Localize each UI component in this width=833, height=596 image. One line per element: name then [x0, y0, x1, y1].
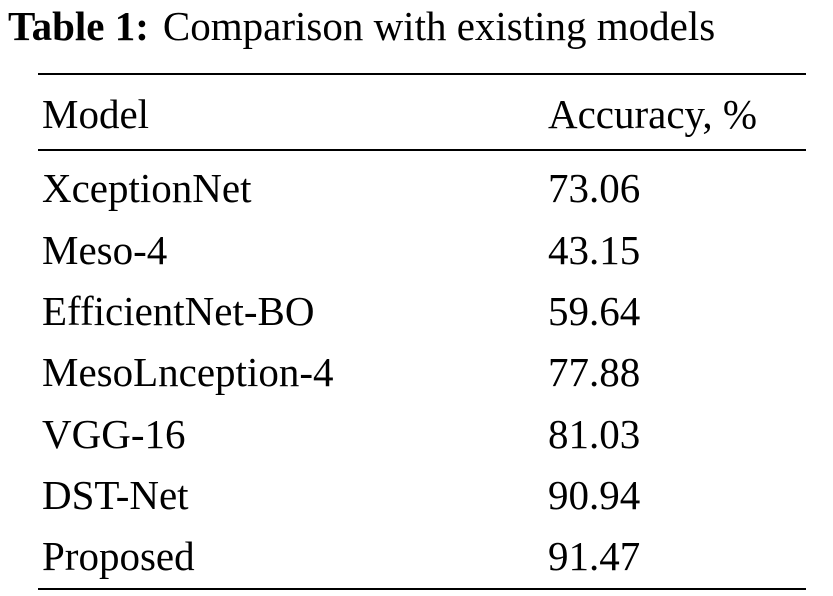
row-accuracy: 43.15 — [548, 227, 641, 273]
table-bottom-rule — [38, 588, 806, 590]
row-model: XceptionNet — [42, 165, 252, 211]
row-model: Meso-4 — [42, 227, 168, 273]
row-accuracy: 90.94 — [548, 472, 641, 518]
row-model: Proposed — [42, 533, 195, 579]
table-header-rule — [38, 149, 806, 151]
row-accuracy: 91.47 — [548, 533, 641, 579]
row-accuracy: 73.06 — [548, 165, 641, 211]
header-model: Model — [42, 91, 150, 137]
row-model: VGG-16 — [42, 411, 186, 457]
row-model: MesoLnception-4 — [42, 349, 334, 395]
row-model: EfficientNet-BO — [42, 288, 315, 334]
table-top-rule — [38, 73, 806, 75]
row-model: DST-Net — [42, 472, 189, 518]
row-accuracy: 59.64 — [548, 288, 641, 334]
table-caption-label: Table 1: — [8, 3, 149, 49]
row-accuracy: 77.88 — [548, 349, 641, 395]
table-caption-text: Comparison with existing models — [162, 3, 716, 49]
table-caption: Table 1: Comparison with existing models — [8, 2, 833, 50]
row-accuracy: 81.03 — [548, 411, 641, 457]
header-accuracy: Accuracy, % — [548, 91, 758, 137]
